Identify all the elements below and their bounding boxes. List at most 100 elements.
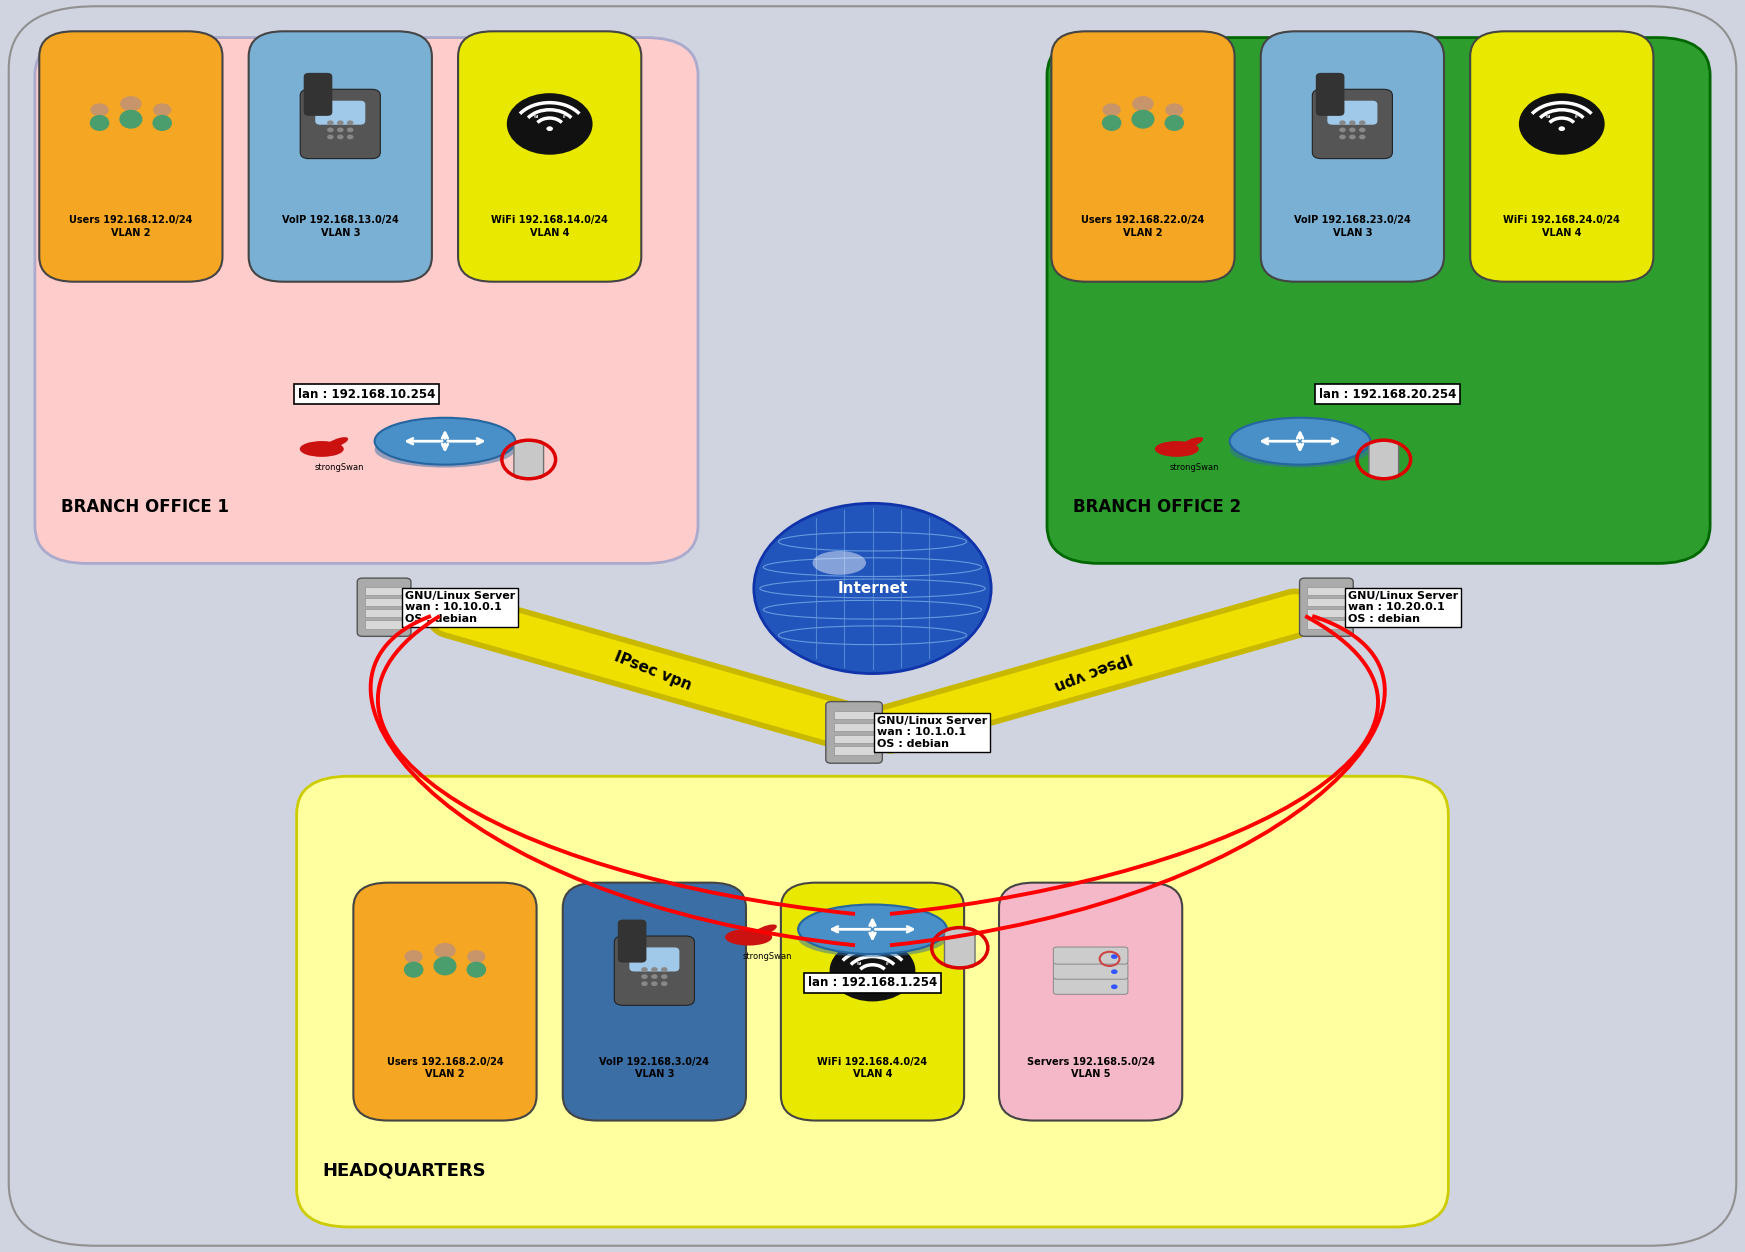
FancyBboxPatch shape	[1368, 441, 1399, 478]
FancyBboxPatch shape	[250, 31, 431, 282]
Text: Wi: Wi	[857, 962, 862, 965]
Ellipse shape	[403, 962, 424, 978]
Circle shape	[1166, 104, 1183, 116]
FancyBboxPatch shape	[365, 598, 403, 606]
Circle shape	[468, 950, 485, 963]
Ellipse shape	[1230, 418, 1370, 464]
Circle shape	[651, 982, 658, 987]
Text: GNU/Linux Server
wan : 10.1.0.1
OS : debian: GNU/Linux Server wan : 10.1.0.1 OS : deb…	[876, 716, 988, 749]
FancyBboxPatch shape	[1469, 31, 1654, 282]
Text: WiFi 192.168.24.0/24
VLAN 4: WiFi 192.168.24.0/24 VLAN 4	[1504, 215, 1619, 238]
Circle shape	[651, 974, 658, 979]
Circle shape	[640, 967, 647, 972]
Text: Fi: Fi	[1576, 115, 1577, 119]
Circle shape	[337, 128, 344, 133]
Circle shape	[405, 950, 422, 963]
FancyBboxPatch shape	[1307, 621, 1345, 629]
Circle shape	[1359, 120, 1366, 125]
Circle shape	[1338, 135, 1345, 139]
FancyBboxPatch shape	[834, 746, 874, 755]
Text: strongSwan: strongSwan	[1169, 463, 1218, 472]
Text: lan : 192.168.20.254: lan : 192.168.20.254	[1319, 388, 1455, 401]
Circle shape	[754, 503, 991, 674]
PathPatch shape	[754, 924, 777, 935]
Ellipse shape	[375, 432, 515, 467]
FancyBboxPatch shape	[365, 610, 403, 617]
Text: VoIP 192.168.23.0/24
VLAN 3: VoIP 192.168.23.0/24 VLAN 3	[1295, 215, 1410, 238]
Circle shape	[1349, 128, 1356, 133]
Circle shape	[661, 982, 668, 987]
FancyBboxPatch shape	[457, 31, 642, 282]
FancyBboxPatch shape	[562, 883, 745, 1121]
FancyBboxPatch shape	[1328, 100, 1377, 125]
Circle shape	[120, 96, 141, 111]
Text: WiFi 192.168.4.0/24
VLAN 4: WiFi 192.168.4.0/24 VLAN 4	[817, 1057, 928, 1079]
Circle shape	[661, 974, 668, 979]
FancyBboxPatch shape	[1316, 73, 1344, 116]
Text: Internet: Internet	[838, 581, 907, 596]
Text: Users 192.168.22.0/24
VLAN 2: Users 192.168.22.0/24 VLAN 2	[1082, 215, 1204, 238]
FancyBboxPatch shape	[834, 735, 874, 744]
Text: Wi: Wi	[1546, 115, 1551, 119]
Ellipse shape	[1101, 115, 1122, 131]
FancyBboxPatch shape	[304, 73, 332, 116]
Text: Wi: Wi	[534, 115, 539, 119]
FancyBboxPatch shape	[1054, 962, 1127, 979]
FancyBboxPatch shape	[630, 948, 679, 972]
Text: lan : 192.168.1.254: lan : 192.168.1.254	[808, 977, 937, 989]
FancyBboxPatch shape	[1050, 31, 1235, 282]
FancyBboxPatch shape	[365, 621, 403, 629]
Ellipse shape	[797, 919, 948, 958]
Text: Users 192.168.12.0/24
VLAN 2: Users 192.168.12.0/24 VLAN 2	[70, 215, 192, 238]
Circle shape	[1338, 120, 1345, 125]
Text: lan : 192.168.10.254: lan : 192.168.10.254	[298, 388, 435, 401]
Text: strongSwan: strongSwan	[314, 463, 363, 472]
Circle shape	[337, 120, 344, 125]
Text: VoIP 192.168.13.0/24
VLAN 3: VoIP 192.168.13.0/24 VLAN 3	[283, 215, 398, 238]
FancyBboxPatch shape	[513, 441, 544, 478]
Text: BRANCH OFFICE 1: BRANCH OFFICE 1	[61, 498, 229, 516]
FancyBboxPatch shape	[834, 711, 874, 720]
Circle shape	[1349, 120, 1356, 125]
Circle shape	[154, 104, 171, 116]
Circle shape	[651, 967, 658, 972]
Circle shape	[1112, 984, 1117, 989]
Circle shape	[1103, 104, 1120, 116]
Circle shape	[640, 974, 647, 979]
Ellipse shape	[89, 115, 110, 131]
Ellipse shape	[1164, 115, 1185, 131]
FancyBboxPatch shape	[944, 928, 975, 968]
Circle shape	[326, 135, 333, 139]
Text: Users 192.168.2.0/24
VLAN 2: Users 192.168.2.0/24 VLAN 2	[387, 1057, 503, 1079]
Ellipse shape	[119, 110, 143, 129]
FancyBboxPatch shape	[40, 31, 223, 282]
Circle shape	[640, 982, 647, 987]
FancyBboxPatch shape	[297, 776, 1448, 1227]
FancyBboxPatch shape	[1307, 598, 1345, 606]
Text: Fi: Fi	[886, 962, 888, 965]
FancyBboxPatch shape	[614, 936, 695, 1005]
Ellipse shape	[466, 962, 487, 978]
Circle shape	[1359, 135, 1366, 139]
Text: strongSwan: strongSwan	[742, 952, 792, 962]
FancyBboxPatch shape	[1047, 38, 1710, 563]
Circle shape	[326, 120, 333, 125]
FancyBboxPatch shape	[358, 578, 410, 636]
Circle shape	[1338, 128, 1345, 133]
Text: HEADQUARTERS: HEADQUARTERS	[323, 1162, 487, 1179]
Circle shape	[326, 128, 333, 133]
FancyBboxPatch shape	[316, 100, 365, 125]
Ellipse shape	[813, 551, 866, 575]
FancyBboxPatch shape	[35, 38, 698, 563]
FancyBboxPatch shape	[825, 701, 883, 764]
Circle shape	[1558, 126, 1565, 131]
Text: BRANCH OFFICE 2: BRANCH OFFICE 2	[1073, 498, 1241, 516]
Text: Fi: Fi	[564, 115, 565, 119]
FancyBboxPatch shape	[998, 883, 1181, 1121]
FancyBboxPatch shape	[1054, 947, 1127, 964]
FancyBboxPatch shape	[352, 883, 536, 1121]
Text: WiFi 192.168.14.0/24
VLAN 4: WiFi 192.168.14.0/24 VLAN 4	[492, 215, 607, 238]
Ellipse shape	[1155, 441, 1199, 457]
Text: GNU/Linux Server
wan : 10.10.0.1
OS : debian: GNU/Linux Server wan : 10.10.0.1 OS : de…	[405, 591, 515, 623]
Circle shape	[1133, 96, 1153, 111]
